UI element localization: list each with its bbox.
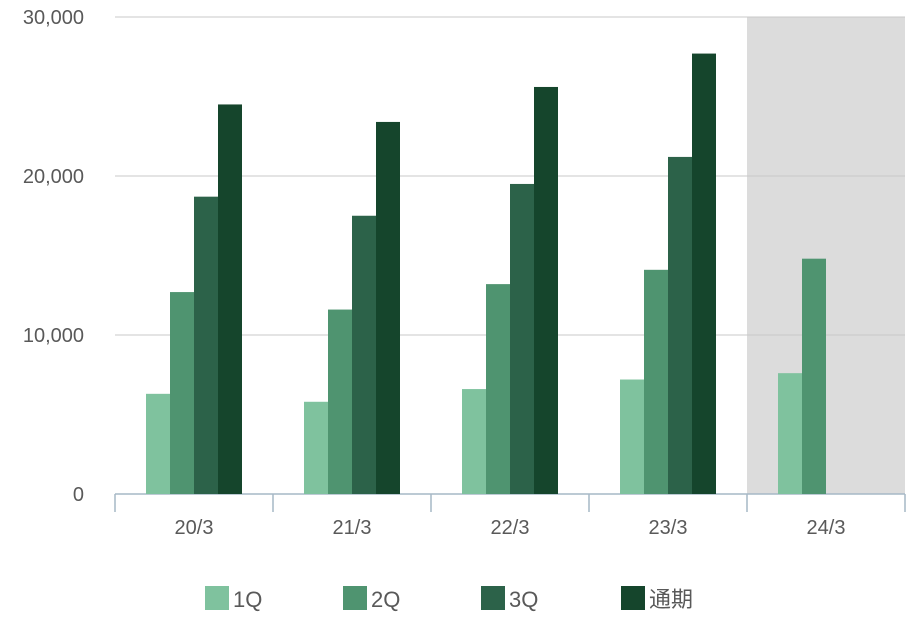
legend-swatch [481,586,505,610]
y-tick-label: 30,000 [23,7,84,29]
x-tick-label: 24/3 [807,517,846,539]
y-tick-label: 0 [73,484,84,506]
legend: 1Q 2Q 3Q 通期 [205,586,693,612]
x-tick-label: 21/3 [333,517,372,539]
bar-1Q-20/3 [146,393,170,494]
bar-通期-22/3 [534,86,558,495]
legend-label: 3Q [509,587,538,612]
legend-label: 通期 [649,587,693,612]
bar-2Q-22/3 [486,284,510,494]
y-tick-label: 10,000 [23,325,84,347]
x-tick-label: 23/3 [649,517,688,539]
bar-3Q-21/3 [352,215,376,494]
legend-swatch [621,586,645,610]
bar-2Q-20/3 [170,292,194,494]
bar-2Q-23/3 [644,269,668,494]
bar-1Q-24/3 [778,373,802,494]
legend-swatch [205,586,229,610]
legend-label: 2Q [371,587,400,612]
bar-1Q-21/3 [304,401,328,494]
x-tick-label: 20/3 [175,517,214,539]
legend-label: 1Q [233,587,262,612]
bar-1Q-22/3 [462,389,486,494]
x-tick-label: 22/3 [491,517,530,539]
bar-3Q-20/3 [194,196,218,495]
plot-area: 0 10,000 20,000 30,000 20/3 21/3 22/3 23/3 24/3 [23,7,906,539]
legend-swatch [343,586,367,610]
bar-3Q-22/3 [510,183,534,494]
bar-通期-20/3 [218,104,242,494]
y-tick-label: 20,000 [23,166,84,188]
bar-3Q-23/3 [668,156,692,495]
bar-1Q-23/3 [620,379,644,494]
bar-通期-23/3 [692,53,716,494]
bar-通期-21/3 [376,121,400,494]
bar-2Q-24/3 [802,258,826,494]
bar-2Q-21/3 [328,309,352,494]
